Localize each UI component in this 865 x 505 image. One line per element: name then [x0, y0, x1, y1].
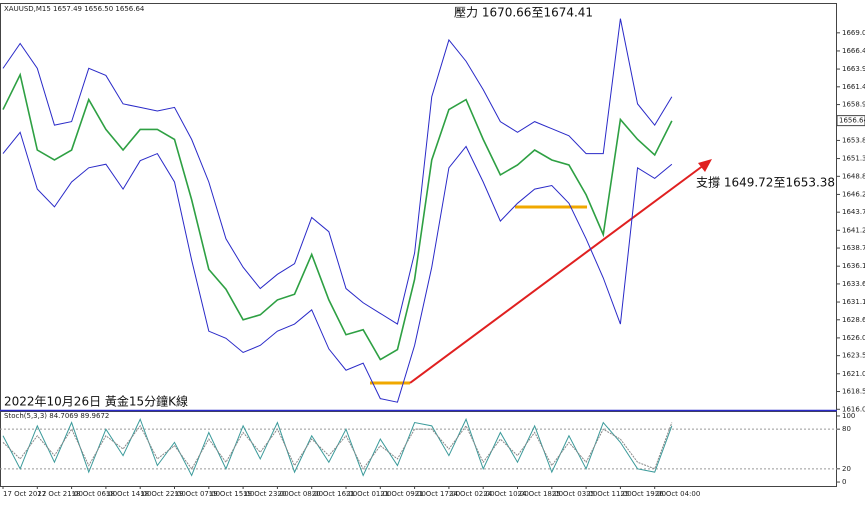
- x-tick-label: 25 Oct 19:00: [620, 490, 666, 498]
- support-label: 支撐 1649.72至1653.38: [696, 176, 835, 190]
- price-line: [2, 72, 673, 361]
- y-tick-label: 1641.20: [842, 226, 865, 234]
- x-tick-label: 25 Oct 03:00: [552, 490, 598, 498]
- y-tick-label: 1616.00: [842, 405, 865, 413]
- band-line: [2, 131, 673, 403]
- band-line: [2, 18, 673, 325]
- x-tick-label: 17 Oct 2022: [3, 490, 46, 498]
- main-header: XAUUSD,M15 1657.49 1656.50 1656.64: [4, 5, 145, 13]
- y-tick-label: 1669.00: [842, 29, 865, 37]
- x-tick-label: 21 Oct 01:00: [346, 490, 392, 498]
- y-tick-label: 1626.05: [842, 334, 865, 342]
- y-tick-label: 100: [842, 412, 855, 420]
- y-tick-label: 1628.60: [842, 316, 865, 324]
- x-tick-label: 19 Oct 23:00: [243, 490, 289, 498]
- y-tick-label: 1663.90: [842, 65, 865, 73]
- x-tick-label: 25 Oct 11:00: [586, 490, 632, 498]
- x-tick-label: 18 Oct 22:00: [140, 490, 186, 498]
- y-tick-label: 1623.55: [842, 352, 865, 360]
- stoch-panel: [0, 411, 837, 487]
- y-tick-label: 1648.80: [842, 172, 865, 180]
- y-tick-label: 1636.15: [842, 262, 865, 270]
- arrow-head: [698, 159, 712, 172]
- y-tick-label: 1651.30: [842, 155, 865, 163]
- y-tick-label: 1633.65: [842, 280, 865, 288]
- stoch-line: [2, 417, 673, 477]
- x-tick-label: 26 Oct 04:00: [655, 490, 701, 498]
- x-tick-label: 18 Oct 14:00: [106, 490, 152, 498]
- price-box: [836, 115, 865, 127]
- y-tick-label: 80: [842, 425, 851, 433]
- y-tick-label: 1621.00: [842, 370, 865, 378]
- x-tick-label: 20 Oct 08:00: [277, 490, 323, 498]
- x-tick-label: 19 Oct 15:00: [209, 490, 255, 498]
- x-tick-label: 19 Oct 07:00: [175, 490, 221, 498]
- x-tick-label: 21 Oct 09:00: [380, 490, 426, 498]
- price-box-label: 1656.64: [839, 117, 865, 125]
- y-tick-label: 1666.45: [842, 47, 865, 55]
- y-tick-label: 1661.40: [842, 83, 865, 91]
- x-tick-label: 21 Oct 17:00: [415, 490, 461, 498]
- stoch-line: [2, 422, 673, 470]
- x-tick-label: 24 Oct 02:00: [449, 490, 495, 498]
- y-tick-label: 1638.70: [842, 244, 865, 252]
- y-tick-label: 1618.50: [842, 388, 865, 396]
- y-tick-label: 1646.25: [842, 190, 865, 198]
- y-tick-label: 20: [842, 465, 851, 473]
- resistance-label: 壓力 1670.66至1674.41: [454, 6, 593, 20]
- trend-arrow: [409, 164, 705, 384]
- y-tick-label: 1653.85: [842, 136, 865, 144]
- y-tick-label: 1643.75: [842, 208, 865, 216]
- x-tick-label: 24 Oct 10:00: [483, 490, 529, 498]
- x-tick-label: 18 Oct 06:00: [72, 490, 118, 498]
- y-tick-label: 0: [842, 478, 846, 486]
- y-tick-label: 1658.90: [842, 101, 865, 109]
- stoch-header: Stoch(5,3,3) 84.7069 89.9672: [4, 412, 109, 420]
- x-tick-label: 17 Oct 21:00: [37, 490, 83, 498]
- x-tick-label: 20 Oct 16:00: [312, 490, 358, 498]
- chart-caption: 2022年10月26日 黃金15分鐘K線: [4, 394, 188, 409]
- y-tick-label: 1631.10: [842, 298, 865, 306]
- x-tick-label: 24 Oct 18:00: [518, 490, 564, 498]
- main-panel: [0, 3, 837, 411]
